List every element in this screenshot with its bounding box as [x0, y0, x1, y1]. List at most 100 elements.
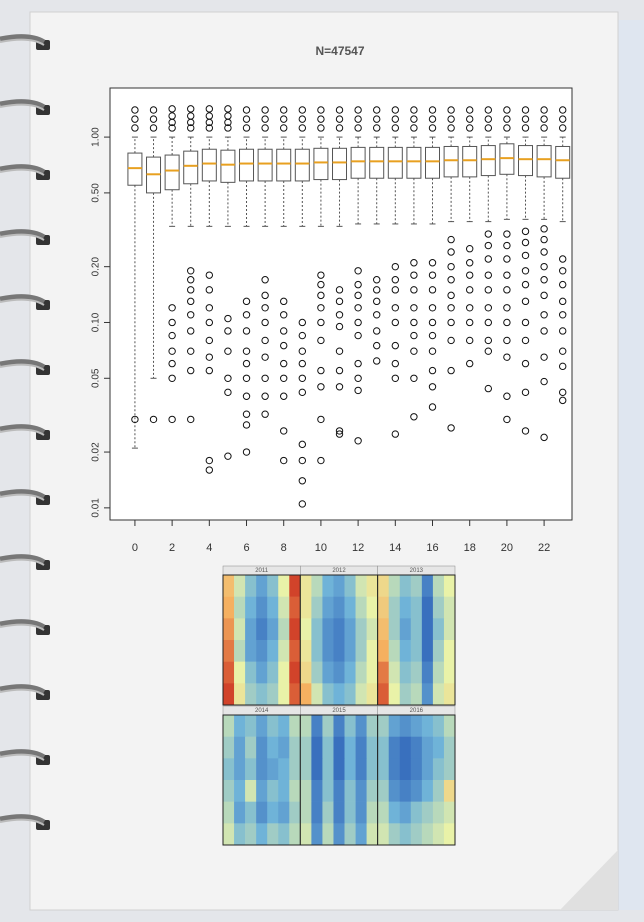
heat-cell [421, 640, 434, 662]
ring [0, 294, 46, 305]
outlier [410, 124, 418, 132]
heat-cell [344, 736, 356, 759]
heat-cell [256, 661, 268, 684]
outlier [261, 410, 269, 418]
heat-cell [289, 736, 301, 759]
heat-cell [388, 596, 401, 619]
ring-highlight [0, 623, 45, 631]
heat-cell [300, 575, 312, 597]
outlier [466, 336, 474, 345]
outlier [466, 259, 474, 267]
heat-cell [443, 823, 456, 846]
heat-cell [432, 596, 445, 619]
heat-cell [245, 640, 257, 662]
outlier [484, 271, 493, 279]
outlier [354, 291, 362, 300]
heat-cell [399, 575, 412, 597]
outlier [484, 124, 493, 132]
heat-cell [322, 661, 334, 684]
outlier [559, 106, 567, 114]
outlier [540, 311, 548, 319]
heat-cell [267, 736, 279, 759]
box [555, 145, 571, 179]
outlier [410, 259, 418, 267]
x-tick-label: 2 [169, 542, 175, 554]
heat-cell [388, 575, 401, 597]
heat-cell [245, 661, 257, 684]
outlier [242, 311, 251, 319]
outlier [503, 415, 511, 424]
outlier [540, 235, 548, 244]
outlier [410, 286, 418, 294]
heat-cell [322, 736, 334, 759]
outlier [428, 318, 437, 327]
outlier [521, 297, 530, 306]
heat-cell [366, 640, 378, 662]
heat-cell [300, 618, 312, 641]
outlier [317, 336, 325, 345]
heat-cell [300, 683, 312, 706]
heat-cell [399, 661, 412, 684]
outlier [168, 124, 176, 132]
heat-cell [333, 683, 345, 706]
outlier [391, 359, 400, 368]
outlier [335, 297, 344, 306]
outlier [354, 115, 362, 123]
outlier [540, 276, 548, 284]
heat-cell [377, 661, 390, 684]
heat-cell [223, 596, 235, 619]
heat-cell [311, 618, 323, 641]
outlier [335, 115, 344, 123]
outlier [187, 311, 195, 319]
heat-cell [421, 823, 434, 846]
heat-cell [333, 758, 345, 781]
outlier [410, 304, 418, 312]
heat-cell [399, 801, 412, 824]
outlier [540, 377, 548, 386]
heat-cell [278, 596, 290, 619]
outlier [354, 331, 362, 340]
heat-cell [311, 683, 323, 706]
outlier [205, 318, 214, 327]
outlier [373, 115, 381, 123]
outlier [447, 424, 455, 432]
outlier [391, 304, 400, 312]
heat-cell [399, 618, 412, 641]
heat-cell [333, 661, 345, 684]
heat-cell [377, 575, 390, 597]
heat-cell [388, 640, 401, 662]
heat-cell [355, 758, 367, 781]
outlier [484, 318, 493, 327]
box [387, 146, 403, 179]
heat-cell [432, 640, 445, 662]
outlier [410, 413, 418, 421]
heat-cell [388, 736, 401, 759]
heat-cell [388, 618, 401, 641]
panel-title: 2011 [255, 568, 269, 574]
panel-title: 2014 [255, 708, 269, 714]
heat-cell [300, 596, 312, 619]
heat-cell [300, 823, 312, 846]
heat-cell [388, 801, 401, 824]
x-tick-label: 18 [464, 542, 476, 554]
heat-cell [355, 715, 367, 737]
heat-cell [311, 801, 323, 824]
outlier [317, 106, 325, 114]
outlier [540, 115, 548, 123]
heat-cell [234, 661, 246, 684]
outlier [391, 115, 400, 123]
outlier [354, 374, 362, 382]
outlier [447, 291, 455, 300]
outlier [484, 304, 493, 312]
heat-cell [432, 575, 445, 597]
outlier [205, 112, 214, 120]
heat-cell [311, 640, 323, 662]
outlier [335, 106, 344, 114]
outlier [317, 124, 325, 132]
heat-cell [344, 758, 356, 781]
outlier [261, 353, 269, 361]
outlier [484, 255, 493, 263]
heat-cell [300, 736, 312, 759]
outlier [205, 353, 214, 361]
outlier [521, 124, 530, 132]
